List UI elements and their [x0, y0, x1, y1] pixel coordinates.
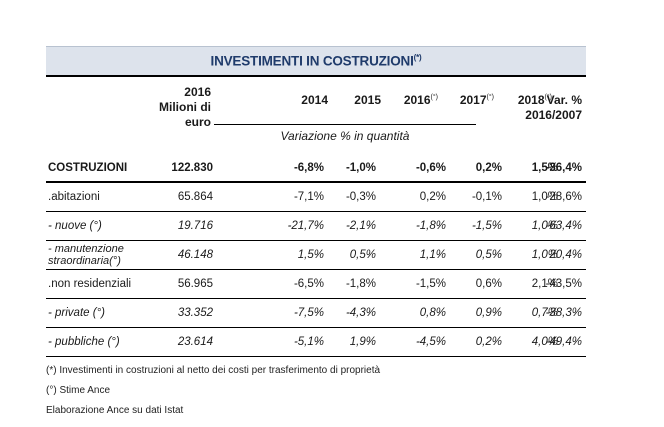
table-row: .abitazioni 65.864 -7,1% -0,3% 0,2% -0,1% 1,0%… — [46, 183, 586, 212]
row-value: -7,1% — [293, 191, 324, 203]
header-underline — [214, 124, 476, 125]
row-value: 0,9% — [475, 307, 502, 319]
footnote-investments: (*) Investimenti in costruzioni al netto… — [46, 365, 381, 376]
row-value: 0,5% — [475, 249, 502, 261]
row-label: .abitazioni — [48, 191, 100, 203]
row-value: -6,5% — [293, 278, 324, 290]
row-value: 33.352 — [177, 307, 213, 319]
row-label: - nuove (°) — [48, 220, 102, 232]
row-value: 0,2% — [475, 336, 502, 348]
table-title-bar: INVESTIMENTI IN COSTRUZIONI(*) — [46, 46, 586, 75]
row-value: -49,4% — [545, 336, 582, 348]
investment-table: INVESTIMENTI IN COSTRUZIONI(*) 2016 Mili… — [46, 46, 586, 421]
row-value: 1,0% — [531, 220, 558, 232]
row-value: 65.864 — [177, 191, 213, 203]
row-value: -1,5% — [471, 220, 502, 232]
row-value: -1,0% — [345, 161, 376, 174]
row-value: -21,7% — [287, 220, 324, 232]
footnote-estimates: (°) Stime Ance — [46, 385, 111, 396]
row-label: - manutenzione straordinaria(°) — [48, 243, 124, 267]
row-value: 0,2% — [419, 191, 446, 203]
header-var-quantity: Variazione % in quantità — [280, 129, 410, 143]
row-value: -1,8% — [345, 278, 376, 290]
table-row: .non residenziali 56.965 -6,5% -1,8% -1,5% 0,… — [46, 270, 586, 299]
row-value: -1,8% — [415, 220, 446, 232]
row-value: 0,7% — [531, 307, 558, 319]
table-body: COSTRUZIONI 122.830 -6,8% -1,0% -0,6% 0,2% 1,5… — [46, 154, 586, 357]
row-value: 4,0% — [531, 336, 558, 348]
row-label: - private (°) — [48, 307, 105, 319]
row-value: 1,0% — [531, 191, 558, 203]
header-base-value: 2016 Milioni di euro — [159, 85, 211, 129]
row-value: 1,9% — [349, 336, 376, 348]
row-value: 1,5% — [297, 249, 324, 261]
row-value: -0,3% — [345, 191, 376, 203]
table-header: 2016 Milioni di euro 2014 2015 2016(°) 2… — [46, 77, 586, 154]
table-row: - manutenzione straordinaria(°) 46.148 1,5… — [46, 241, 586, 270]
row-value: -6,8% — [293, 161, 324, 174]
row-value: -7,5% — [293, 307, 324, 319]
row-value: -43,5% — [545, 278, 582, 290]
table-row: - nuove (°) 19.716 -21,7% -2,1% -1,8% -1,5% 1,… — [46, 212, 586, 241]
title-separator — [46, 75, 586, 77]
header-year-2015: 2015 — [354, 93, 381, 107]
row-value: -5,1% — [293, 336, 324, 348]
row-value: 19.716 — [177, 220, 213, 232]
header-year-2018: 2018(°) — [517, 93, 552, 107]
header-var-2016-2007: Var. % 2016/2007 — [525, 93, 582, 122]
row-value: 20,4% — [549, 249, 582, 261]
row-value: -0,1% — [471, 191, 502, 203]
row-value: 46.148 — [177, 249, 213, 261]
row-value: 0,2% — [475, 161, 502, 174]
row-label: .non residenziali — [48, 278, 132, 290]
table-row: - private (°) 33.352 -7,5% -4,3% 0,8% 0,9% 0,7… — [46, 299, 586, 328]
row-label: COSTRUZIONI — [48, 161, 128, 174]
row-value: 1,5% — [531, 161, 558, 174]
header-year-2016: 2016(°) — [403, 93, 438, 107]
table-row: - pubbliche (°) 23.614 -5,1% 1,9% -4,5% 0,2% 4… — [46, 328, 586, 357]
row-value: 23.614 — [177, 336, 213, 348]
table-row: COSTRUZIONI 122.830 -6,8% -1,0% -0,6% 0,2% 1,5… — [46, 154, 586, 183]
row-value: -36,4% — [545, 161, 582, 174]
row-label: - pubbliche (°) — [48, 336, 120, 348]
footnote-source: Elaborazione Ance su dati Istat — [46, 405, 184, 416]
header-year-2014: 2014 — [301, 93, 328, 107]
footnotes: (*) Investimenti in costruzioni al netto… — [46, 361, 586, 421]
row-value: 122.830 — [171, 161, 213, 174]
row-value: 1,1% — [419, 249, 446, 261]
row-value: -0,6% — [415, 161, 446, 174]
row-value: -2,1% — [345, 220, 376, 232]
row-value: 0,8% — [419, 307, 446, 319]
row-value: -1,5% — [415, 278, 446, 290]
row-value: 56.965 — [177, 278, 213, 290]
row-value: -28,6% — [545, 191, 582, 203]
row-value: 0,5% — [349, 249, 376, 261]
row-value: -4,3% — [345, 307, 376, 319]
row-value: -4,5% — [415, 336, 446, 348]
row-value: 1,0% — [531, 249, 558, 261]
row-value: -38,3% — [545, 307, 582, 319]
row-value: 2,1% — [531, 278, 558, 290]
row-value: -63,4% — [545, 220, 582, 232]
row-value: 0,6% — [475, 278, 502, 290]
table-title: INVESTIMENTI IN COSTRUZIONI(*) — [210, 53, 422, 69]
header-year-2017: 2017(°) — [459, 93, 494, 107]
